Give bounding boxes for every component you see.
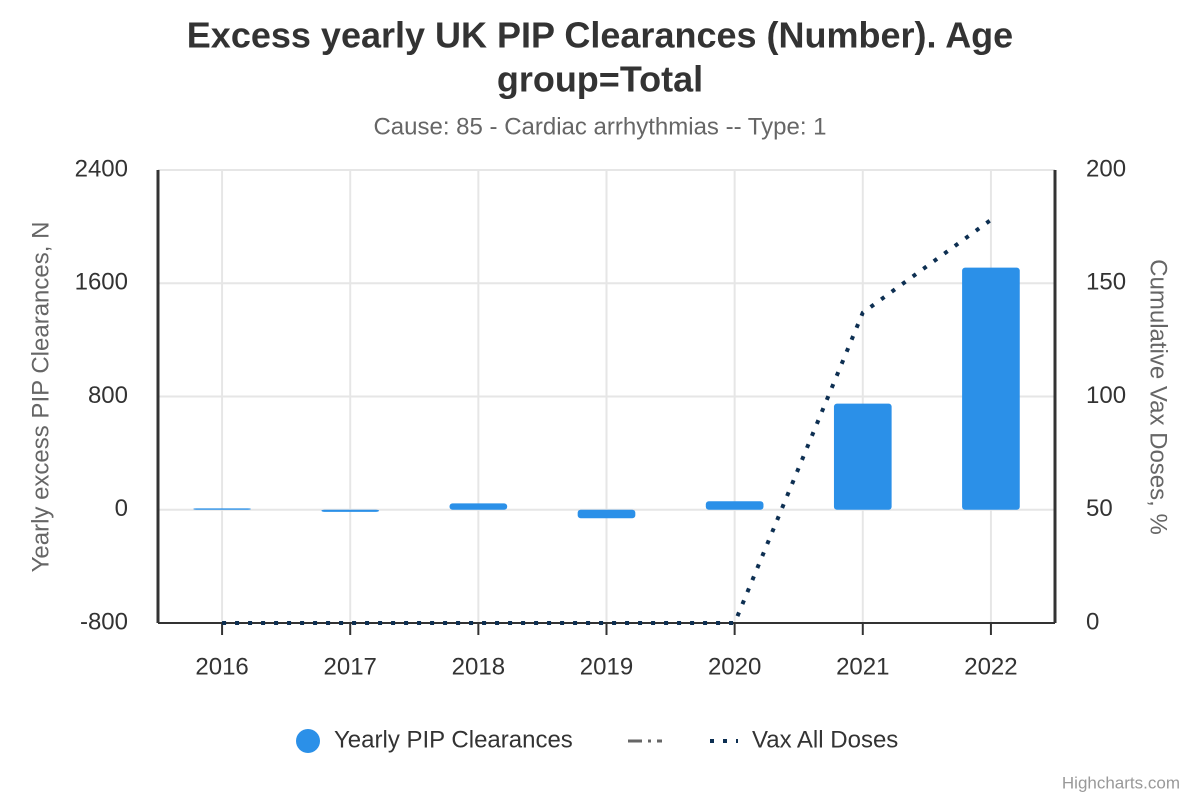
x-tick-label: 2016 — [195, 653, 248, 680]
chart-subtitle: Cause: 85 - Cardiac arrhythmias -- Type:… — [373, 113, 826, 140]
bar — [962, 267, 1020, 510]
y-tick-label: 1600 — [75, 269, 128, 296]
x-tick-label: 2017 — [324, 653, 377, 680]
legend-label: Yearly PIP Clearances — [334, 726, 573, 753]
x-tick-label: 2020 — [708, 653, 761, 680]
y2-tick-label: 0 — [1086, 608, 1099, 635]
y-tick-label: -800 — [80, 608, 128, 635]
bar — [449, 503, 508, 510]
x-tick-label: 2019 — [580, 653, 633, 680]
bar — [321, 509, 380, 512]
legend-label: Vax All Doses — [752, 726, 898, 753]
y2-tick-label: 100 — [1086, 382, 1126, 409]
y2-tick-label: 50 — [1086, 495, 1113, 522]
legend-symbol — [296, 729, 320, 753]
x-tick-label: 2022 — [964, 653, 1017, 680]
x-tick-label: 2018 — [452, 653, 505, 680]
chart-title: Excess yearly UK PIP Clearances (Number)… — [187, 15, 1013, 56]
y2-tick-label: 200 — [1086, 155, 1126, 182]
credits: Highcharts.com — [1062, 773, 1180, 792]
y-tick-label: 0 — [115, 495, 128, 522]
bar — [193, 508, 251, 510]
x-tick-label: 2021 — [836, 653, 889, 680]
bar — [705, 501, 764, 510]
line — [222, 218, 993, 625]
chart-title: group=Total — [497, 59, 703, 100]
bar — [577, 509, 636, 519]
y2-tick-label: 150 — [1086, 269, 1126, 296]
y2-axis-label: Cumulative Vax Doses, % — [1145, 259, 1172, 535]
y-tick-label: 2400 — [75, 155, 128, 182]
y-axis-label: Yearly excess PIP Clearances, N — [27, 222, 54, 573]
bar — [833, 403, 892, 510]
y-tick-label: 800 — [88, 382, 128, 409]
